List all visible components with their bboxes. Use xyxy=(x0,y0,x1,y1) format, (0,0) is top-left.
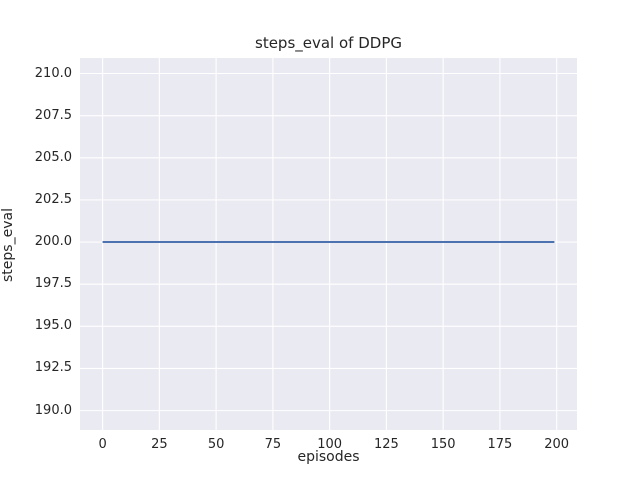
y-tick-label: 197.5 xyxy=(34,276,72,292)
x-tick-label: 100 xyxy=(317,437,343,452)
x-tick-label: 0 xyxy=(98,437,107,452)
y-tick-label: 190.0 xyxy=(34,402,72,418)
x-tick-label: 25 xyxy=(151,437,168,452)
chart-title: steps_eval of DDPG xyxy=(255,34,402,52)
x-tick-label: 50 xyxy=(207,437,225,452)
x-tick-label: 200 xyxy=(544,437,570,452)
y-tick-label: 200.0 xyxy=(34,234,72,250)
y-tick-label: 205.0 xyxy=(34,149,72,165)
y-tick-label: 202.5 xyxy=(34,191,72,207)
y-tick-label: 207.5 xyxy=(34,107,72,123)
x-tick-label: 150 xyxy=(430,437,456,452)
x-tick-label: 175 xyxy=(487,437,513,452)
y-tick-label: 210.0 xyxy=(34,65,72,81)
y-tick-label: 195.0 xyxy=(34,318,72,334)
x-axis-label: episodes xyxy=(297,449,360,465)
x-tick-label: 75 xyxy=(264,437,282,452)
y-tick-label: 192.5 xyxy=(34,360,72,376)
axes-background xyxy=(80,58,577,430)
x-tick-label: 125 xyxy=(373,437,399,452)
